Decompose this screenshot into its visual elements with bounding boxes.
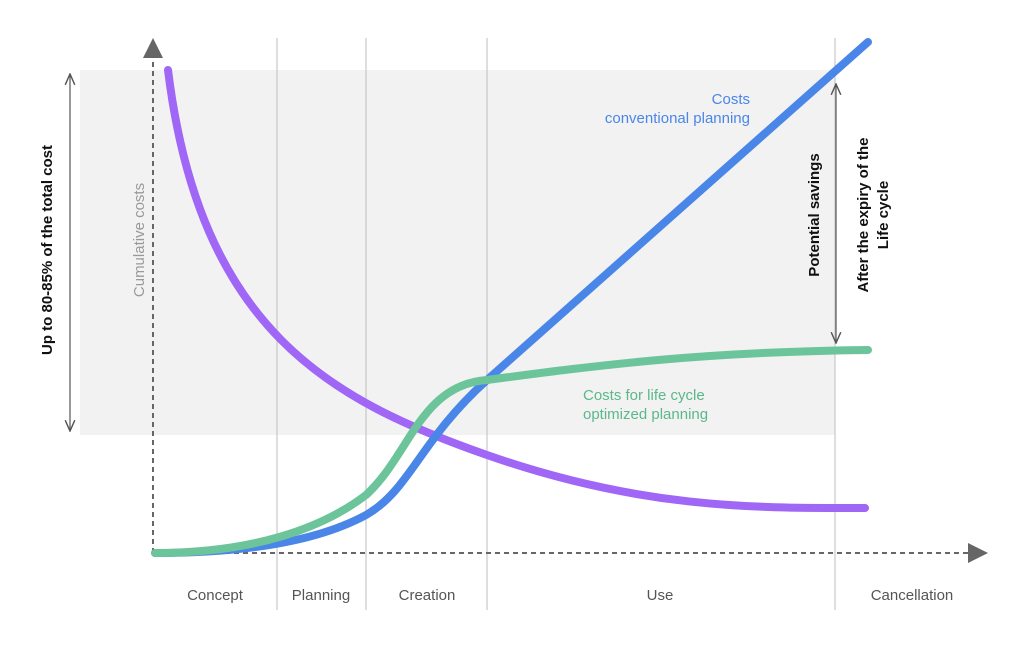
- left-label: Up to 80-85% of the total cost: [39, 145, 56, 355]
- conventional-label: Costs: [712, 91, 750, 108]
- phase-label: Cancellation: [871, 587, 954, 604]
- optimized-curve: [151, 346, 872, 557]
- influence-curve: [164, 66, 869, 513]
- expiry-label: Life cycle: [875, 181, 892, 249]
- optimized-label: optimized planning: [583, 406, 708, 423]
- phase-label: Creation: [399, 587, 456, 604]
- optimized-label: Costs for life cycle: [583, 387, 705, 404]
- savings-label: Potential savings: [806, 153, 823, 276]
- phase-label: Use: [647, 587, 674, 604]
- range-band: [80, 70, 835, 435]
- conventional-label: conventional planning: [605, 110, 750, 127]
- phase-label: Planning: [292, 587, 350, 604]
- expiry-label: After the expiry of the: [855, 137, 872, 292]
- phase-label: Concept: [187, 587, 244, 604]
- y-axis-label: Cumulative costs: [131, 183, 148, 297]
